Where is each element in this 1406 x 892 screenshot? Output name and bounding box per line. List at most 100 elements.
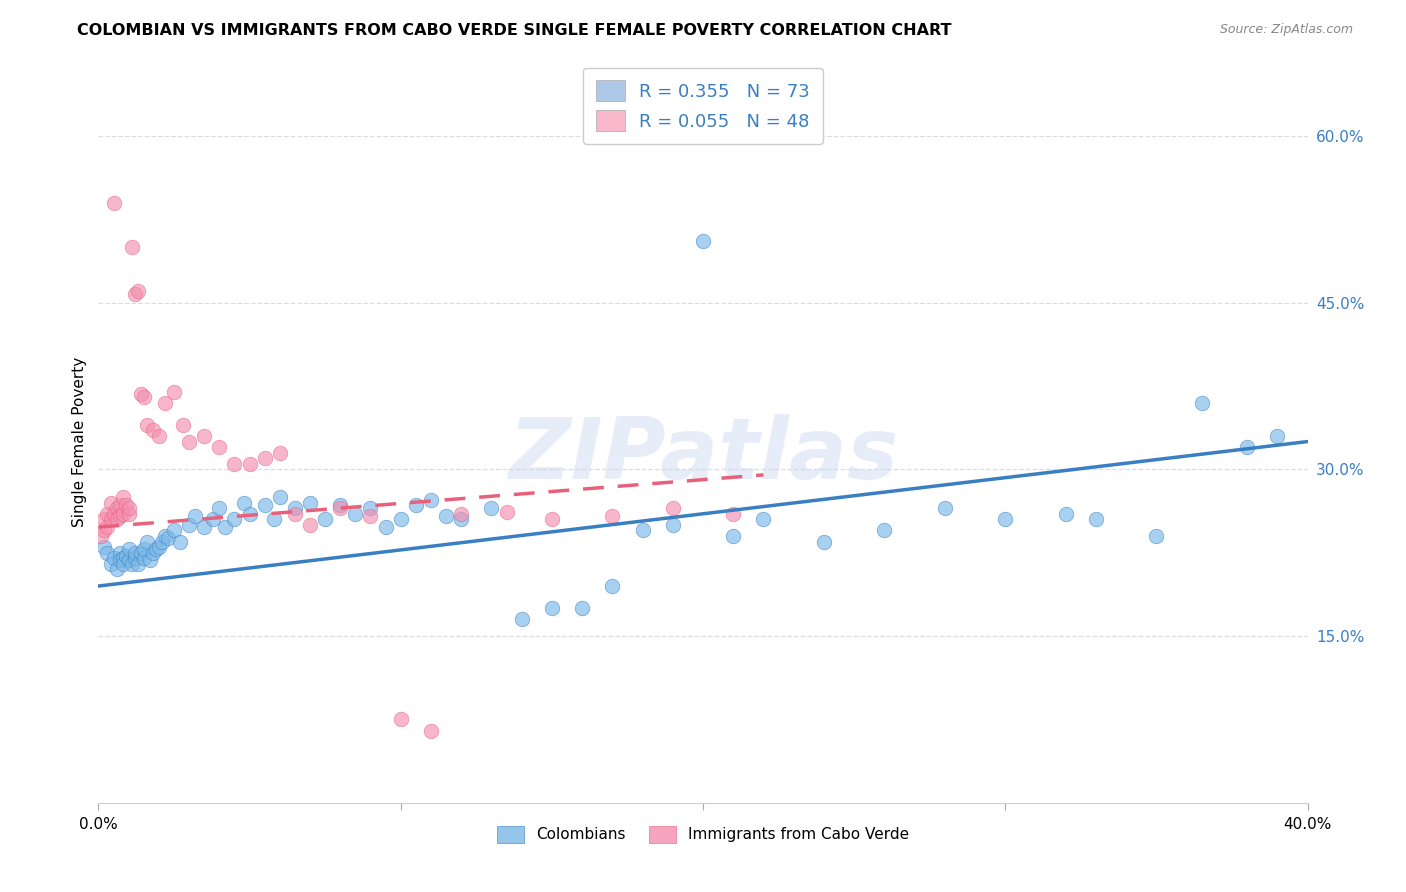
- Point: [602, 508, 624, 523]
- Point: [193, 429, 215, 443]
- Point: [118, 501, 141, 516]
- Point: [172, 417, 194, 432]
- Point: [299, 496, 322, 510]
- Point: [108, 498, 131, 512]
- Point: [163, 524, 186, 538]
- Point: [269, 445, 291, 459]
- Point: [239, 457, 262, 471]
- Point: [374, 520, 396, 534]
- Point: [631, 524, 654, 538]
- Point: [142, 546, 165, 560]
- Point: [661, 517, 683, 532]
- Point: [389, 512, 412, 526]
- Point: [420, 723, 443, 738]
- Point: [344, 507, 367, 521]
- Point: [1054, 507, 1077, 521]
- Point: [495, 505, 517, 519]
- Point: [108, 508, 131, 523]
- Legend: Colombians, Immigrants from Cabo Verde: Colombians, Immigrants from Cabo Verde: [491, 820, 915, 849]
- Point: [284, 501, 307, 516]
- Point: [118, 542, 141, 557]
- Point: [108, 553, 131, 567]
- Point: [153, 395, 176, 409]
- Point: [118, 507, 141, 521]
- Point: [1236, 440, 1258, 454]
- Point: [103, 195, 125, 210]
- Point: [142, 424, 165, 438]
- Text: ZIPatlas: ZIPatlas: [508, 415, 898, 498]
- Point: [1191, 395, 1213, 409]
- Point: [179, 517, 201, 532]
- Point: [139, 553, 162, 567]
- Point: [93, 512, 115, 526]
- Point: [1267, 429, 1289, 443]
- Point: [232, 496, 254, 510]
- Point: [434, 508, 457, 523]
- Point: [284, 507, 307, 521]
- Point: [184, 508, 207, 523]
- Point: [329, 498, 352, 512]
- Point: [156, 531, 179, 545]
- Point: [124, 546, 146, 560]
- Point: [202, 512, 225, 526]
- Point: [692, 235, 714, 249]
- Point: [540, 512, 562, 526]
- Point: [118, 553, 141, 567]
- Point: [100, 512, 122, 526]
- Point: [179, 434, 201, 449]
- Point: [114, 549, 136, 563]
- Point: [510, 612, 533, 626]
- Point: [1085, 512, 1108, 526]
- Point: [129, 546, 152, 560]
- Point: [389, 713, 412, 727]
- Point: [135, 534, 157, 549]
- Point: [127, 285, 149, 299]
- Point: [723, 507, 745, 521]
- Point: [214, 520, 236, 534]
- Point: [150, 534, 173, 549]
- Point: [420, 493, 443, 508]
- Point: [100, 557, 122, 571]
- Point: [450, 507, 472, 521]
- Point: [208, 440, 231, 454]
- Point: [224, 457, 246, 471]
- Point: [208, 501, 231, 516]
- Point: [121, 557, 143, 571]
- Point: [571, 601, 593, 615]
- Point: [129, 386, 152, 401]
- Point: [405, 498, 427, 512]
- Point: [96, 507, 118, 521]
- Point: [132, 390, 155, 404]
- Text: COLOMBIAN VS IMMIGRANTS FROM CABO VERDE SINGLE FEMALE POVERTY CORRELATION CHART: COLOMBIAN VS IMMIGRANTS FROM CABO VERDE …: [77, 23, 952, 38]
- Point: [111, 551, 134, 566]
- Point: [169, 534, 191, 549]
- Point: [360, 501, 382, 516]
- Point: [269, 490, 291, 504]
- Point: [96, 546, 118, 560]
- Point: [163, 384, 186, 399]
- Point: [723, 529, 745, 543]
- Point: [1144, 529, 1167, 543]
- Point: [253, 498, 276, 512]
- Point: [96, 520, 118, 534]
- Point: [299, 517, 322, 532]
- Point: [114, 498, 136, 512]
- Point: [813, 534, 835, 549]
- Point: [540, 601, 562, 615]
- Point: [360, 508, 382, 523]
- Point: [148, 540, 170, 554]
- Point: [994, 512, 1017, 526]
- Point: [661, 501, 683, 516]
- Point: [193, 520, 215, 534]
- Point: [450, 512, 472, 526]
- Point: [132, 542, 155, 557]
- Text: Source: ZipAtlas.com: Source: ZipAtlas.com: [1219, 23, 1353, 37]
- Point: [100, 496, 122, 510]
- Point: [124, 551, 146, 566]
- Point: [752, 512, 775, 526]
- Point: [263, 512, 285, 526]
- Point: [93, 540, 115, 554]
- Point: [111, 507, 134, 521]
- Point: [934, 501, 956, 516]
- Point: [602, 579, 624, 593]
